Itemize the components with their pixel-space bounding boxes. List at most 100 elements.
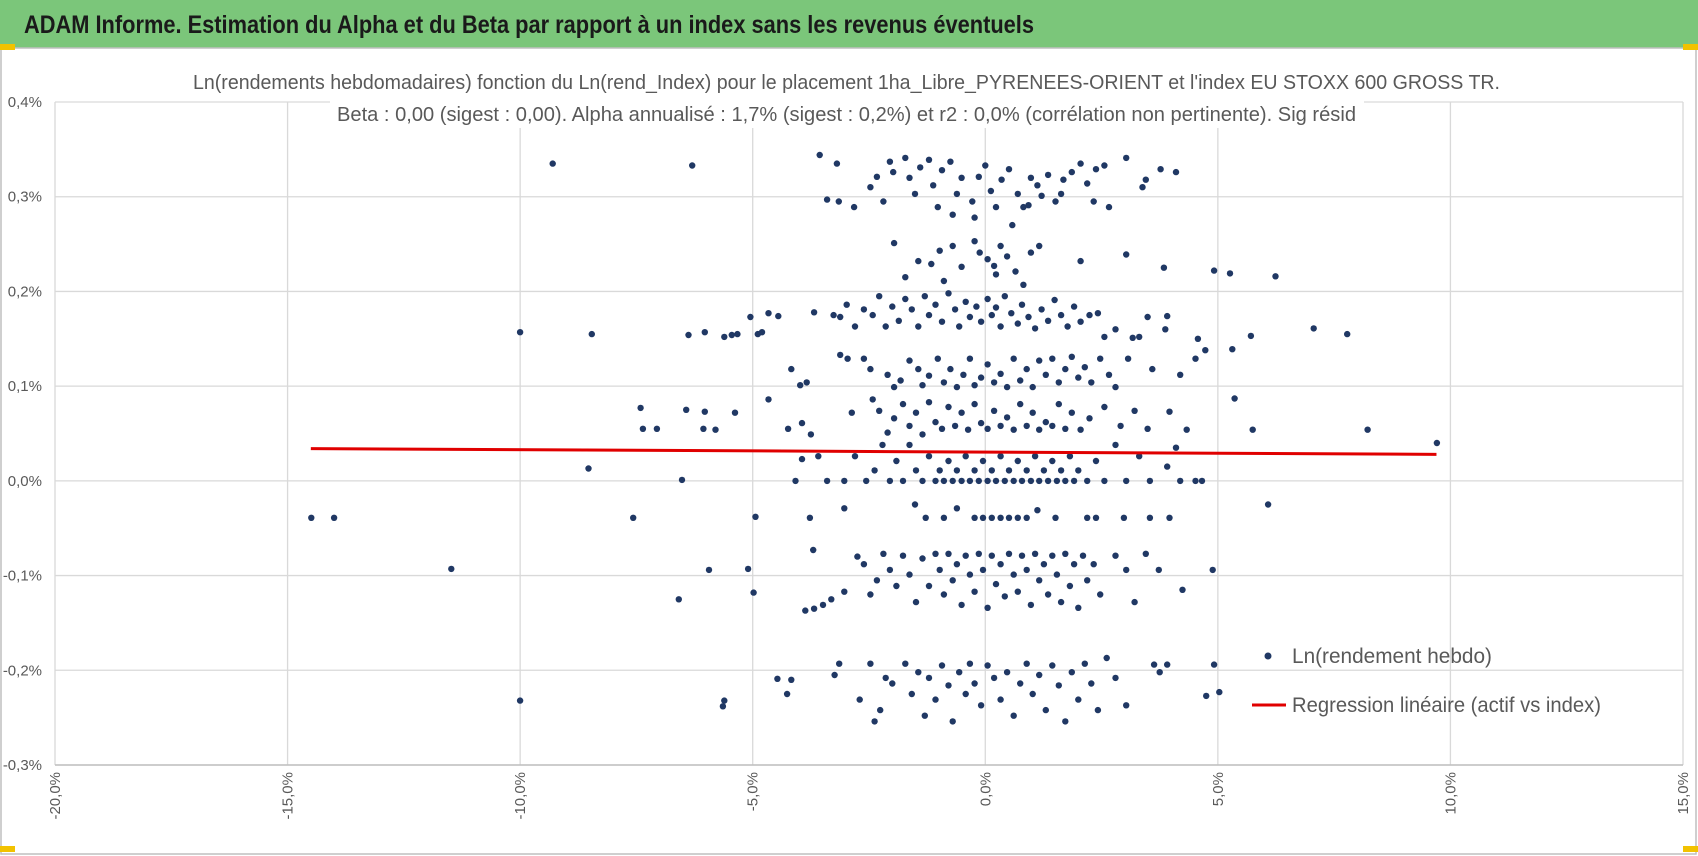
data-point <box>1023 467 1030 474</box>
data-point <box>966 355 974 362</box>
data-point <box>960 371 967 378</box>
data-point <box>1105 203 1113 211</box>
data-point <box>837 351 844 359</box>
data-point <box>947 365 954 373</box>
data-point <box>873 577 881 584</box>
data-point <box>1123 251 1130 258</box>
data-point <box>1112 674 1119 682</box>
data-point <box>1164 312 1171 320</box>
data-point <box>828 596 835 603</box>
data-point <box>1020 281 1027 288</box>
data-point <box>925 156 933 163</box>
data-point <box>966 571 974 578</box>
x-tick-label: 15,0% <box>1675 772 1692 815</box>
data-point <box>953 383 961 391</box>
data-point <box>1081 364 1089 371</box>
data-point <box>1010 477 1017 485</box>
data-point <box>1031 550 1039 557</box>
gridlines <box>54 101 1684 766</box>
data-point <box>1210 267 1218 274</box>
data-point <box>1036 357 1043 364</box>
x-tick-label: -20,0% <box>47 772 64 820</box>
data-point <box>784 425 792 432</box>
data-point <box>1010 426 1017 433</box>
regression-series <box>310 447 1437 456</box>
data-point <box>775 312 782 320</box>
data-point <box>876 293 883 300</box>
data-point <box>984 425 991 432</box>
data-point <box>971 214 978 221</box>
chart-title-bg <box>186 68 1508 96</box>
data-point <box>899 477 907 485</box>
data-point <box>958 409 965 416</box>
data-point <box>925 674 933 682</box>
data-point <box>915 323 922 330</box>
data-point <box>962 690 969 698</box>
y-tick-label: 0,2% <box>8 283 42 300</box>
data-point <box>977 419 985 427</box>
data-point <box>932 418 939 426</box>
data-point <box>823 196 831 203</box>
data-point <box>1094 310 1102 317</box>
data-point <box>877 706 884 714</box>
data-point <box>1018 301 1026 308</box>
data-point <box>1146 514 1154 521</box>
data-point <box>925 453 933 460</box>
data-point <box>810 546 817 554</box>
y-tick-label: 0,1% <box>8 378 42 395</box>
data-point <box>890 415 898 422</box>
data-point <box>1123 566 1130 574</box>
data-point <box>1117 422 1124 430</box>
data-point <box>893 582 900 590</box>
data-point <box>683 406 690 413</box>
data-point <box>516 329 524 336</box>
data-point <box>701 329 708 336</box>
data-point <box>975 477 982 485</box>
data-point <box>851 323 859 330</box>
data-point <box>1101 477 1108 485</box>
data-point <box>990 674 998 682</box>
data-point <box>1075 604 1082 611</box>
data-point <box>908 306 915 313</box>
data-point <box>1001 593 1008 600</box>
data-point <box>940 477 948 485</box>
data-point <box>863 477 870 485</box>
data-point <box>962 453 969 460</box>
data-point <box>1049 355 1056 362</box>
data-point <box>1166 514 1173 521</box>
data-point <box>788 676 795 683</box>
data-point <box>1094 706 1102 714</box>
data-point <box>1029 383 1036 391</box>
data-point <box>806 514 814 521</box>
data-point <box>1142 176 1150 183</box>
x-tick-label: -15,0% <box>280 772 297 820</box>
data-point <box>1023 566 1030 574</box>
data-point <box>1149 365 1156 373</box>
data-point <box>1231 395 1238 402</box>
data-point <box>911 501 919 508</box>
data-point <box>956 323 963 330</box>
data-point <box>1003 253 1011 260</box>
data-point <box>1017 377 1024 384</box>
data-point <box>1079 552 1087 559</box>
data-point <box>1055 682 1063 689</box>
data-point <box>752 513 759 520</box>
data-point <box>1008 310 1015 317</box>
data-point <box>1344 330 1351 338</box>
data-point <box>945 457 952 465</box>
data-point <box>889 303 896 310</box>
data-point <box>1177 477 1184 485</box>
data-point <box>902 154 909 162</box>
data-point <box>977 374 985 381</box>
y-axis: 0,4% 0,3% 0,2% 0,1% 0,0% -0,1% -0,2% -0,3% <box>3 94 42 774</box>
data-point <box>1092 514 1100 521</box>
data-point <box>1023 514 1030 521</box>
data-point <box>899 552 907 559</box>
data-point <box>932 477 939 485</box>
data-point <box>788 365 795 373</box>
data-point <box>1136 333 1143 341</box>
data-point <box>1179 586 1186 593</box>
data-point <box>932 696 939 703</box>
data-point <box>1025 202 1032 209</box>
data-point <box>871 718 878 725</box>
